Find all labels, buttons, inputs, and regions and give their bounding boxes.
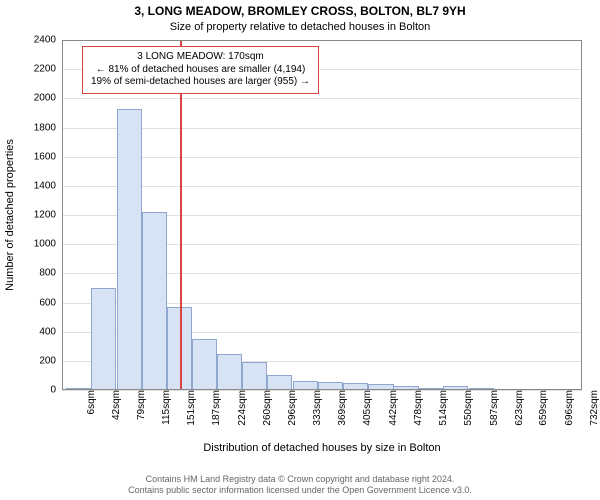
footnote-line: Contains HM Land Registry data © Crown c…: [0, 474, 600, 485]
xtick-label: 659sqm: [534, 390, 549, 426]
xtick-label: 478sqm: [409, 390, 424, 426]
gridline: [62, 98, 582, 99]
xtick-label: 333sqm: [308, 390, 323, 426]
chart-subtitle: Size of property relative to detached ho…: [0, 20, 600, 34]
xtick-label: 151sqm: [182, 390, 197, 426]
xtick-label: 587sqm: [485, 390, 500, 426]
histogram-bar: [91, 288, 116, 390]
xtick-label: 514sqm: [434, 390, 449, 426]
xtick-label: 260sqm: [258, 390, 273, 426]
xtick-label: 369sqm: [333, 390, 348, 426]
callout-line: 3 LONG MEADOW: 170sqm: [91, 51, 310, 64]
callout-line: 19% of semi-detached houses are larger (…: [91, 76, 310, 89]
xtick-label: 6sqm: [82, 390, 97, 414]
xtick-label: 732sqm: [585, 390, 600, 426]
gridline: [62, 40, 582, 41]
ytick-label: 1800: [34, 122, 62, 133]
histogram-bar: [293, 381, 318, 390]
histogram-bar: [192, 339, 217, 390]
ytick-label: 1200: [34, 210, 62, 221]
histogram-bar: [242, 362, 267, 390]
footnote: Contains HM Land Registry data © Crown c…: [0, 474, 600, 497]
ytick-label: 600: [39, 297, 62, 308]
histogram-bar: [142, 212, 167, 390]
callout-line: ← 81% of detached houses are smaller (4,…: [91, 64, 310, 77]
ytick-label: 1400: [34, 180, 62, 191]
reference-callout: 3 LONG MEADOW: 170sqm← 81% of detached h…: [82, 46, 319, 94]
xtick-label: 224sqm: [233, 390, 248, 426]
x-axis-label: Distribution of detached houses by size …: [203, 442, 440, 454]
y-axis-label: Number of detached properties: [4, 139, 16, 291]
histogram-bar: [117, 109, 142, 390]
histogram-bar: [318, 382, 343, 390]
xtick-label: 296sqm: [283, 390, 298, 426]
ytick-label: 2000: [34, 93, 62, 104]
chart-title: 3, LONG MEADOW, BROMLEY CROSS, BOLTON, B…: [0, 0, 600, 20]
histogram-bar: [217, 354, 242, 390]
ytick-label: 1000: [34, 239, 62, 250]
xtick-label: 550sqm: [459, 390, 474, 426]
xtick-label: 405sqm: [358, 390, 373, 426]
ytick-label: 800: [39, 268, 62, 279]
ytick-label: 2200: [34, 64, 62, 75]
ytick-label: 0: [50, 385, 62, 396]
ytick-label: 2400: [34, 35, 62, 46]
ytick-label: 1600: [34, 151, 62, 162]
ytick-label: 400: [39, 326, 62, 337]
histogram-bar: [267, 375, 292, 390]
xtick-label: 696sqm: [560, 390, 575, 426]
chart-container: 3, LONG MEADOW, BROMLEY CROSS, BOLTON, B…: [0, 0, 600, 500]
xtick-label: 79sqm: [132, 390, 147, 420]
xtick-label: 115sqm: [157, 390, 172, 425]
xtick-label: 442sqm: [384, 390, 399, 426]
ytick-label: 200: [39, 355, 62, 366]
footnote-line: Contains public sector information licen…: [0, 485, 600, 496]
xtick-label: 623sqm: [510, 390, 525, 426]
xtick-label: 42sqm: [107, 390, 122, 420]
xtick-label: 187sqm: [207, 390, 222, 426]
